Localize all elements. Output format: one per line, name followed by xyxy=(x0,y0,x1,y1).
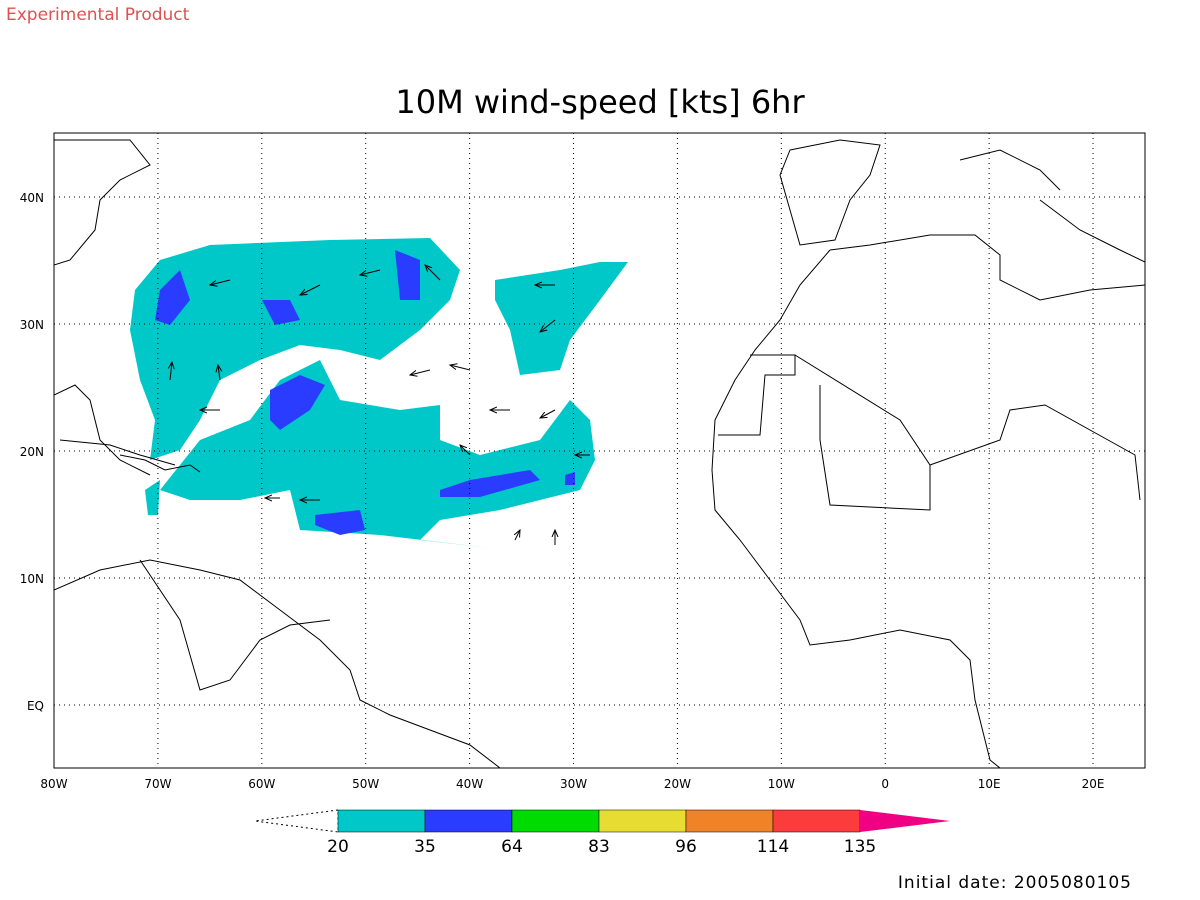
colorbar-segment xyxy=(511,809,600,833)
colorbar-label: 135 xyxy=(844,837,876,857)
initial-date: Initial date: 2005080105 xyxy=(898,873,1132,893)
wind-arrows xyxy=(170,265,590,545)
x-tick-label: 10W xyxy=(768,777,795,791)
coastlines xyxy=(54,139,1145,768)
y-tick-label: 30N xyxy=(20,318,44,332)
y-tick-label: EQ xyxy=(27,699,44,713)
colorbar-segment xyxy=(598,809,687,833)
colorbar-label: 83 xyxy=(588,837,610,857)
colorbar-label: 114 xyxy=(757,837,789,857)
y-tick-label: 40N xyxy=(20,191,44,205)
x-tick-label: 70W xyxy=(144,777,171,791)
x-tick-label: 50W xyxy=(352,777,379,791)
x-tick-label: 10E xyxy=(978,777,1001,791)
colorbar: 20 35 64 83 96 114 135 xyxy=(254,809,950,857)
y-tick-label: 10N xyxy=(20,572,44,586)
x-tick-label: 80W xyxy=(40,777,67,791)
colorbar-label: 35 xyxy=(414,837,436,857)
x-tick-label: 20E xyxy=(1082,777,1105,791)
y-tick-label: 20N xyxy=(20,445,44,459)
colorbar-label: 64 xyxy=(501,837,523,857)
x-tick-label: 0 xyxy=(881,777,889,791)
x-tick-label: 20W xyxy=(664,777,691,791)
wind-shading xyxy=(130,238,628,548)
colorbar-under xyxy=(254,809,339,833)
colorbar-over xyxy=(860,810,950,832)
experimental-note: Experimental Product xyxy=(6,5,190,25)
colorbar-segment xyxy=(337,809,426,833)
x-tick-label: 40W xyxy=(456,777,483,791)
colorbar-segment xyxy=(424,809,513,833)
colorbar-label: 20 xyxy=(327,837,349,857)
x-tick-label: 60W xyxy=(248,777,275,791)
wind-shading-strong xyxy=(155,250,575,535)
graticule: 80W 70W 60W 50W 40W 30W 20W 10W 0 10E 20E 40N 30N 20N… xyxy=(20,133,1145,791)
map-area xyxy=(54,139,1145,768)
x-tick-label: 30W xyxy=(560,777,587,791)
colorbar-segment xyxy=(772,809,861,833)
map-title: 10M wind-speed [kts] 6hr xyxy=(395,83,805,121)
colorbar-label: 96 xyxy=(675,837,697,857)
colorbar-segment xyxy=(685,809,774,833)
